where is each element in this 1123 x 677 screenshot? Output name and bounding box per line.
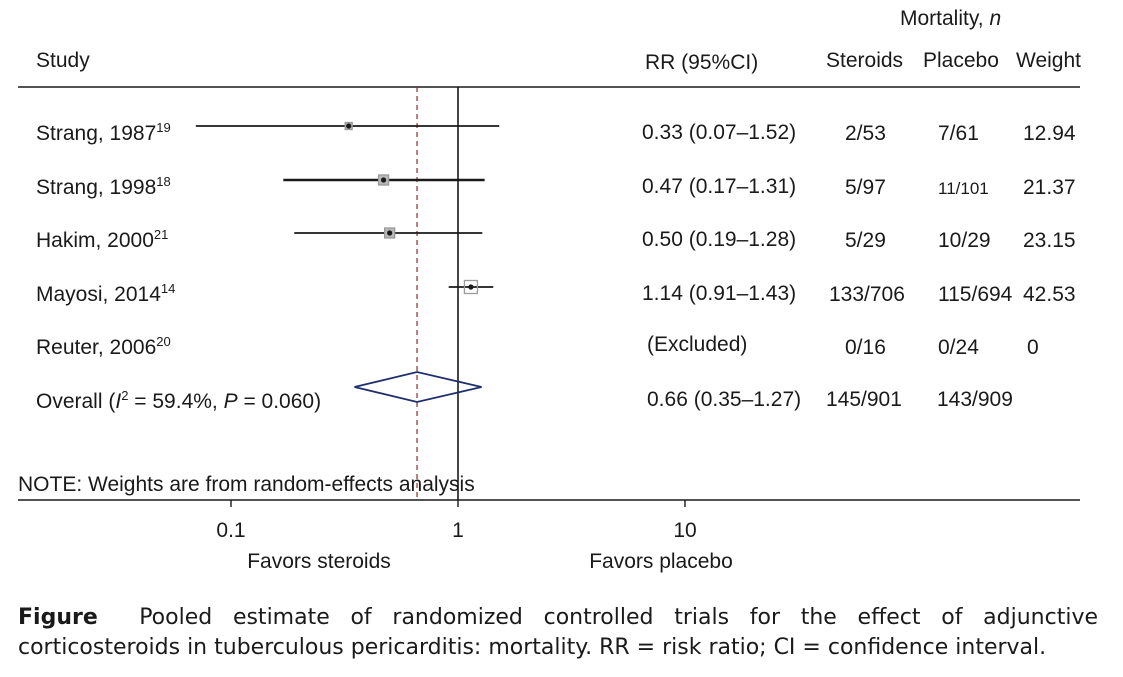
x-tick-label: 1	[452, 519, 464, 542]
study-label: Reuter, 200620	[36, 334, 171, 359]
overall-p-symbol: P	[224, 390, 238, 413]
mortality-header-label: Mortality,	[900, 7, 989, 30]
study-reference: 19	[156, 120, 170, 135]
study-rr-text: 1.14 (0.91–1.43)	[642, 282, 796, 305]
overall-steroids: 145/901	[826, 388, 902, 411]
study-reference: 18	[156, 174, 170, 189]
overall-i2-superscript: 2	[121, 388, 128, 403]
study-point-estimate	[468, 284, 474, 290]
study-weight: 23.15	[1023, 229, 1076, 252]
favors-placebo-label: Favors placebo	[589, 550, 733, 573]
caption-label: Figure	[18, 605, 98, 630]
study-name: Hakim, 2000	[36, 229, 154, 252]
study-rr-text: (Excluded)	[647, 333, 747, 356]
study-label: Hakim, 200021	[36, 227, 168, 252]
figure-caption: Figure Pooled estimate of randomized con…	[18, 603, 1098, 663]
mortality-header: Mortality, n	[900, 7, 1001, 30]
study-weight: 0	[1027, 336, 1039, 359]
study-name: Mayosi, 2014	[36, 283, 161, 306]
study-weight-box	[463, 279, 479, 295]
overall-placebo: 143/909	[937, 388, 1013, 411]
overall-diamond	[354, 371, 482, 403]
x-tick-label: 10	[673, 519, 696, 542]
placebo-column-header: Placebo	[923, 49, 999, 72]
study-steroids: 133/706	[829, 283, 905, 306]
overall-label-prefix: Overall (	[36, 390, 115, 413]
rr-column-header: RR (95%CI)	[645, 51, 758, 74]
study-reference: 20	[156, 334, 170, 349]
study-weight: 42.53	[1023, 283, 1076, 306]
study-name: Reuter, 2006	[36, 336, 156, 359]
study-steroids: 2/53	[845, 122, 886, 145]
x-tick-label: 0.1	[216, 519, 245, 542]
study-placebo: 0/24	[938, 336, 979, 359]
study-rr-text: 0.47 (0.17–1.31)	[642, 175, 796, 198]
study-rows: Strang, 198719 0.33 (0.07–1.52) 2/53 7/61 12…	[36, 120, 1076, 359]
overall-i2-symbol: I	[115, 390, 121, 413]
study-name: Strang, 1998	[36, 176, 156, 199]
study-weight: 12.94	[1023, 122, 1076, 145]
steroids-column-header: Steroids	[826, 49, 903, 72]
study-placebo: 115/694	[938, 283, 1013, 306]
study-rr-text: 0.50 (0.19–1.28)	[642, 228, 796, 251]
study-placebo: 10/29	[938, 229, 991, 252]
overall-i2-value: = 59.4%,	[128, 390, 223, 413]
study-rr-text: 0.33 (0.07–1.52)	[642, 121, 796, 144]
study-point-estimate	[387, 230, 393, 236]
overall-label: Overall (I2 = 59.4%, P = 0.060)	[36, 388, 321, 413]
study-reference: 14	[161, 281, 175, 296]
study-row: Mayosi, 201414 1.14 (0.91–1.43) 133/706 115…	[36, 279, 1076, 306]
study-point-estimate	[380, 177, 387, 183]
study-label: Mayosi, 201414	[36, 281, 175, 306]
overall-rr-text: 0.66 (0.35–1.27)	[647, 388, 801, 411]
study-point-estimate	[346, 123, 352, 129]
mortality-header-n: n	[989, 7, 1001, 30]
weight-column-header: Weight	[1016, 49, 1081, 72]
study-label: Strang, 199818	[36, 174, 171, 199]
study-weight: 21.37	[1023, 176, 1076, 199]
overall-p-value: = 0.060)	[238, 390, 321, 413]
caption-text: Pooled estimate of randomized controlled…	[18, 605, 1098, 660]
study-label: Strang, 198719	[36, 120, 171, 145]
study-name: Strang, 1987	[36, 122, 156, 145]
study-placebo: 11/101	[938, 179, 989, 198]
weights-note: NOTE: Weights are from random-effects an…	[18, 473, 475, 496]
study-steroids: 5/97	[845, 176, 886, 199]
study-reference: 21	[154, 227, 168, 242]
x-axis-ticks: 0.1 1 10	[216, 500, 697, 542]
study-steroids: 5/29	[845, 229, 886, 252]
study-column-header: Study	[36, 49, 90, 72]
study-row: Strang, 198719 0.33 (0.07–1.52) 2/53 7/61 12…	[36, 120, 1076, 145]
study-row: Strang, 199818 0.47 (0.17–1.31) 5/97 11/101…	[36, 174, 1076, 199]
favors-steroids-label: Favors steroids	[247, 550, 391, 573]
study-row: Reuter, 200620 (Excluded) 0/16 0/24 0	[36, 333, 1039, 359]
study-placebo: 7/61	[938, 122, 979, 145]
study-row: Hakim, 200021 0.50 (0.19–1.28) 5/29 10/29 23…	[36, 227, 1076, 252]
study-steroids: 0/16	[845, 336, 886, 359]
